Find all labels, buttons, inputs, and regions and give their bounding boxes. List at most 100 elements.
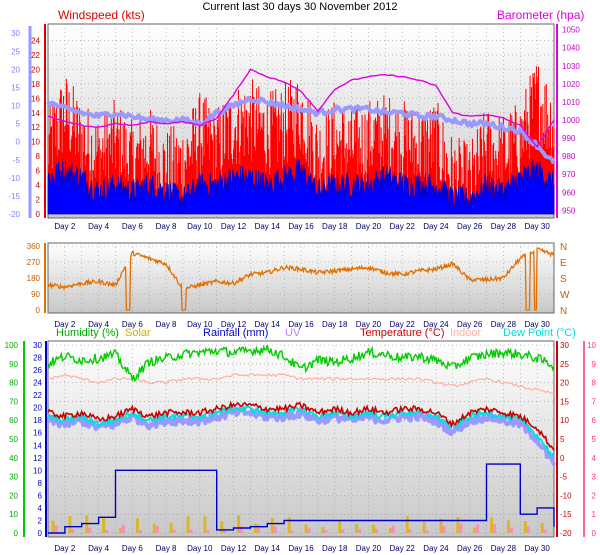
rain-tick-label: 14 xyxy=(33,441,42,450)
rain-tick-label: 18 xyxy=(33,416,42,425)
uv-bar xyxy=(543,529,547,533)
windspeed-series xyxy=(47,158,555,215)
humidity-tick-label: 100 xyxy=(5,341,19,350)
rain-tick-label: 4 xyxy=(38,504,43,513)
compass-label: S xyxy=(560,274,567,285)
uv-tick-label: 8 xyxy=(592,379,597,388)
x-tick-label: Day 22 xyxy=(390,222,416,231)
x-tick-label: Day 14 xyxy=(255,320,281,329)
windspeed-tick-label: 24 xyxy=(31,36,40,45)
uv-bar xyxy=(493,523,497,533)
x-tick-label: Day 16 xyxy=(288,222,314,231)
solar-bar xyxy=(456,516,460,533)
baro-tick-label: 970 xyxy=(562,170,576,179)
uv-bar xyxy=(54,525,58,533)
uv-bar xyxy=(206,529,210,533)
solar-bar xyxy=(473,527,477,533)
uv-bar xyxy=(138,530,142,533)
humidity-label: Humidity (%) xyxy=(56,327,119,339)
baro-tick-label: 1020 xyxy=(562,80,580,89)
humidity-tick-label: 0 xyxy=(14,529,19,538)
barometer-axis-label: Barometer (hpa) xyxy=(497,8,584,22)
x-tick-label: Day 12 xyxy=(221,222,247,231)
temp-tick-label: 25 xyxy=(560,360,569,369)
baro-tick-label: 1030 xyxy=(562,62,580,71)
uv-tick-label: 5 xyxy=(592,435,597,444)
solar-bar xyxy=(68,515,72,533)
baro-tick-label: 1010 xyxy=(562,98,580,107)
uv-bar xyxy=(476,524,480,533)
uv-bar xyxy=(189,529,193,533)
uv-bar xyxy=(223,528,227,533)
x-tick-label: Day 28 xyxy=(491,320,517,329)
temperature-label: Temperature (°C) xyxy=(360,327,444,339)
temp-tick-label: 15 xyxy=(11,83,20,92)
humidity-tick-label: 50 xyxy=(9,435,18,444)
x-tick-label: Day 24 xyxy=(423,320,449,329)
solar-bar xyxy=(51,520,55,533)
temperature-series xyxy=(47,400,555,451)
humidity-tick-label: 90 xyxy=(9,360,18,369)
humidity-tick-label: 20 xyxy=(9,491,18,500)
x-tick-label: Day 30 xyxy=(524,320,550,329)
rain-tick-label: 30 xyxy=(33,341,42,350)
humidity-tick-label: 10 xyxy=(9,510,18,519)
temp-tick-label: -10 xyxy=(8,174,20,183)
x-tick-label: Day 2 xyxy=(54,544,75,553)
uv-tick-label: 10 xyxy=(587,341,596,350)
compass-label: N xyxy=(560,306,567,317)
compass-label: W xyxy=(560,290,570,301)
humidity-series xyxy=(47,344,555,383)
uv-tick-label: 6 xyxy=(592,416,597,425)
rain-tick-label: 8 xyxy=(38,479,43,488)
x-tick-label: Day 4 xyxy=(88,544,109,553)
rain-tick-label: 20 xyxy=(33,404,42,413)
barometer-series xyxy=(47,68,555,148)
rain-tick-label: 28 xyxy=(33,354,42,363)
windspeed-tick-label: 4 xyxy=(36,181,41,190)
x-tick-label: Day 8 xyxy=(156,544,177,553)
baro-tick-label: 980 xyxy=(562,152,576,161)
temp-tick-label: -20 xyxy=(560,529,572,538)
temp-tick-label: -10 xyxy=(560,491,572,500)
solar-bar xyxy=(135,518,139,533)
rain-tick-label: 0 xyxy=(38,529,43,538)
solar-bar xyxy=(338,519,342,533)
uv-bar xyxy=(290,530,294,533)
baro-tick-label: 960 xyxy=(562,188,576,197)
uv-bar xyxy=(442,525,446,533)
x-tick-label: Day 22 xyxy=(390,544,416,553)
uv-bar xyxy=(307,528,311,533)
uv-bar xyxy=(526,526,530,533)
x-tick-label: Day 26 xyxy=(457,544,483,553)
x-tick-label: Day 6 xyxy=(122,222,143,231)
temp-tick-label: 10 xyxy=(11,102,20,111)
windspeed-tick-label: 2 xyxy=(36,196,41,205)
baro-tick-label: 1050 xyxy=(562,26,580,35)
rain-tick-label: 12 xyxy=(33,454,42,463)
solar-bar xyxy=(186,516,190,533)
uv-tick-label: 3 xyxy=(592,473,597,482)
windspeed-axis-label: Windspeed (kts) xyxy=(58,8,145,22)
x-tick-label: Day 2 xyxy=(54,222,75,231)
x-tick-label: Day 20 xyxy=(356,222,382,231)
uv-bar xyxy=(425,530,429,533)
solar-bar xyxy=(152,523,156,533)
rain-tick-label: 10 xyxy=(33,466,42,475)
x-tick-label: Day 26 xyxy=(457,222,483,231)
solar-bar xyxy=(203,516,207,533)
x-tick-label: Day 22 xyxy=(390,320,416,329)
x-tick-label: Day 8 xyxy=(156,222,177,231)
baro-tick-label: 990 xyxy=(562,134,576,143)
x-tick-label: Day 8 xyxy=(156,320,177,329)
rain-tick-label: 6 xyxy=(38,491,43,500)
windspeed-tick-label: 22 xyxy=(31,51,40,60)
rainfall-series xyxy=(48,463,555,534)
solar-bar xyxy=(490,517,494,533)
windspeed-tick-label: 18 xyxy=(31,80,40,89)
uv-bar xyxy=(240,526,244,533)
solar-bar xyxy=(102,517,106,533)
x-tick-label: Day 24 xyxy=(423,544,449,553)
dewpoint-label: Dew Point (°C) xyxy=(503,327,576,339)
rain-tick-label: 16 xyxy=(33,429,42,438)
